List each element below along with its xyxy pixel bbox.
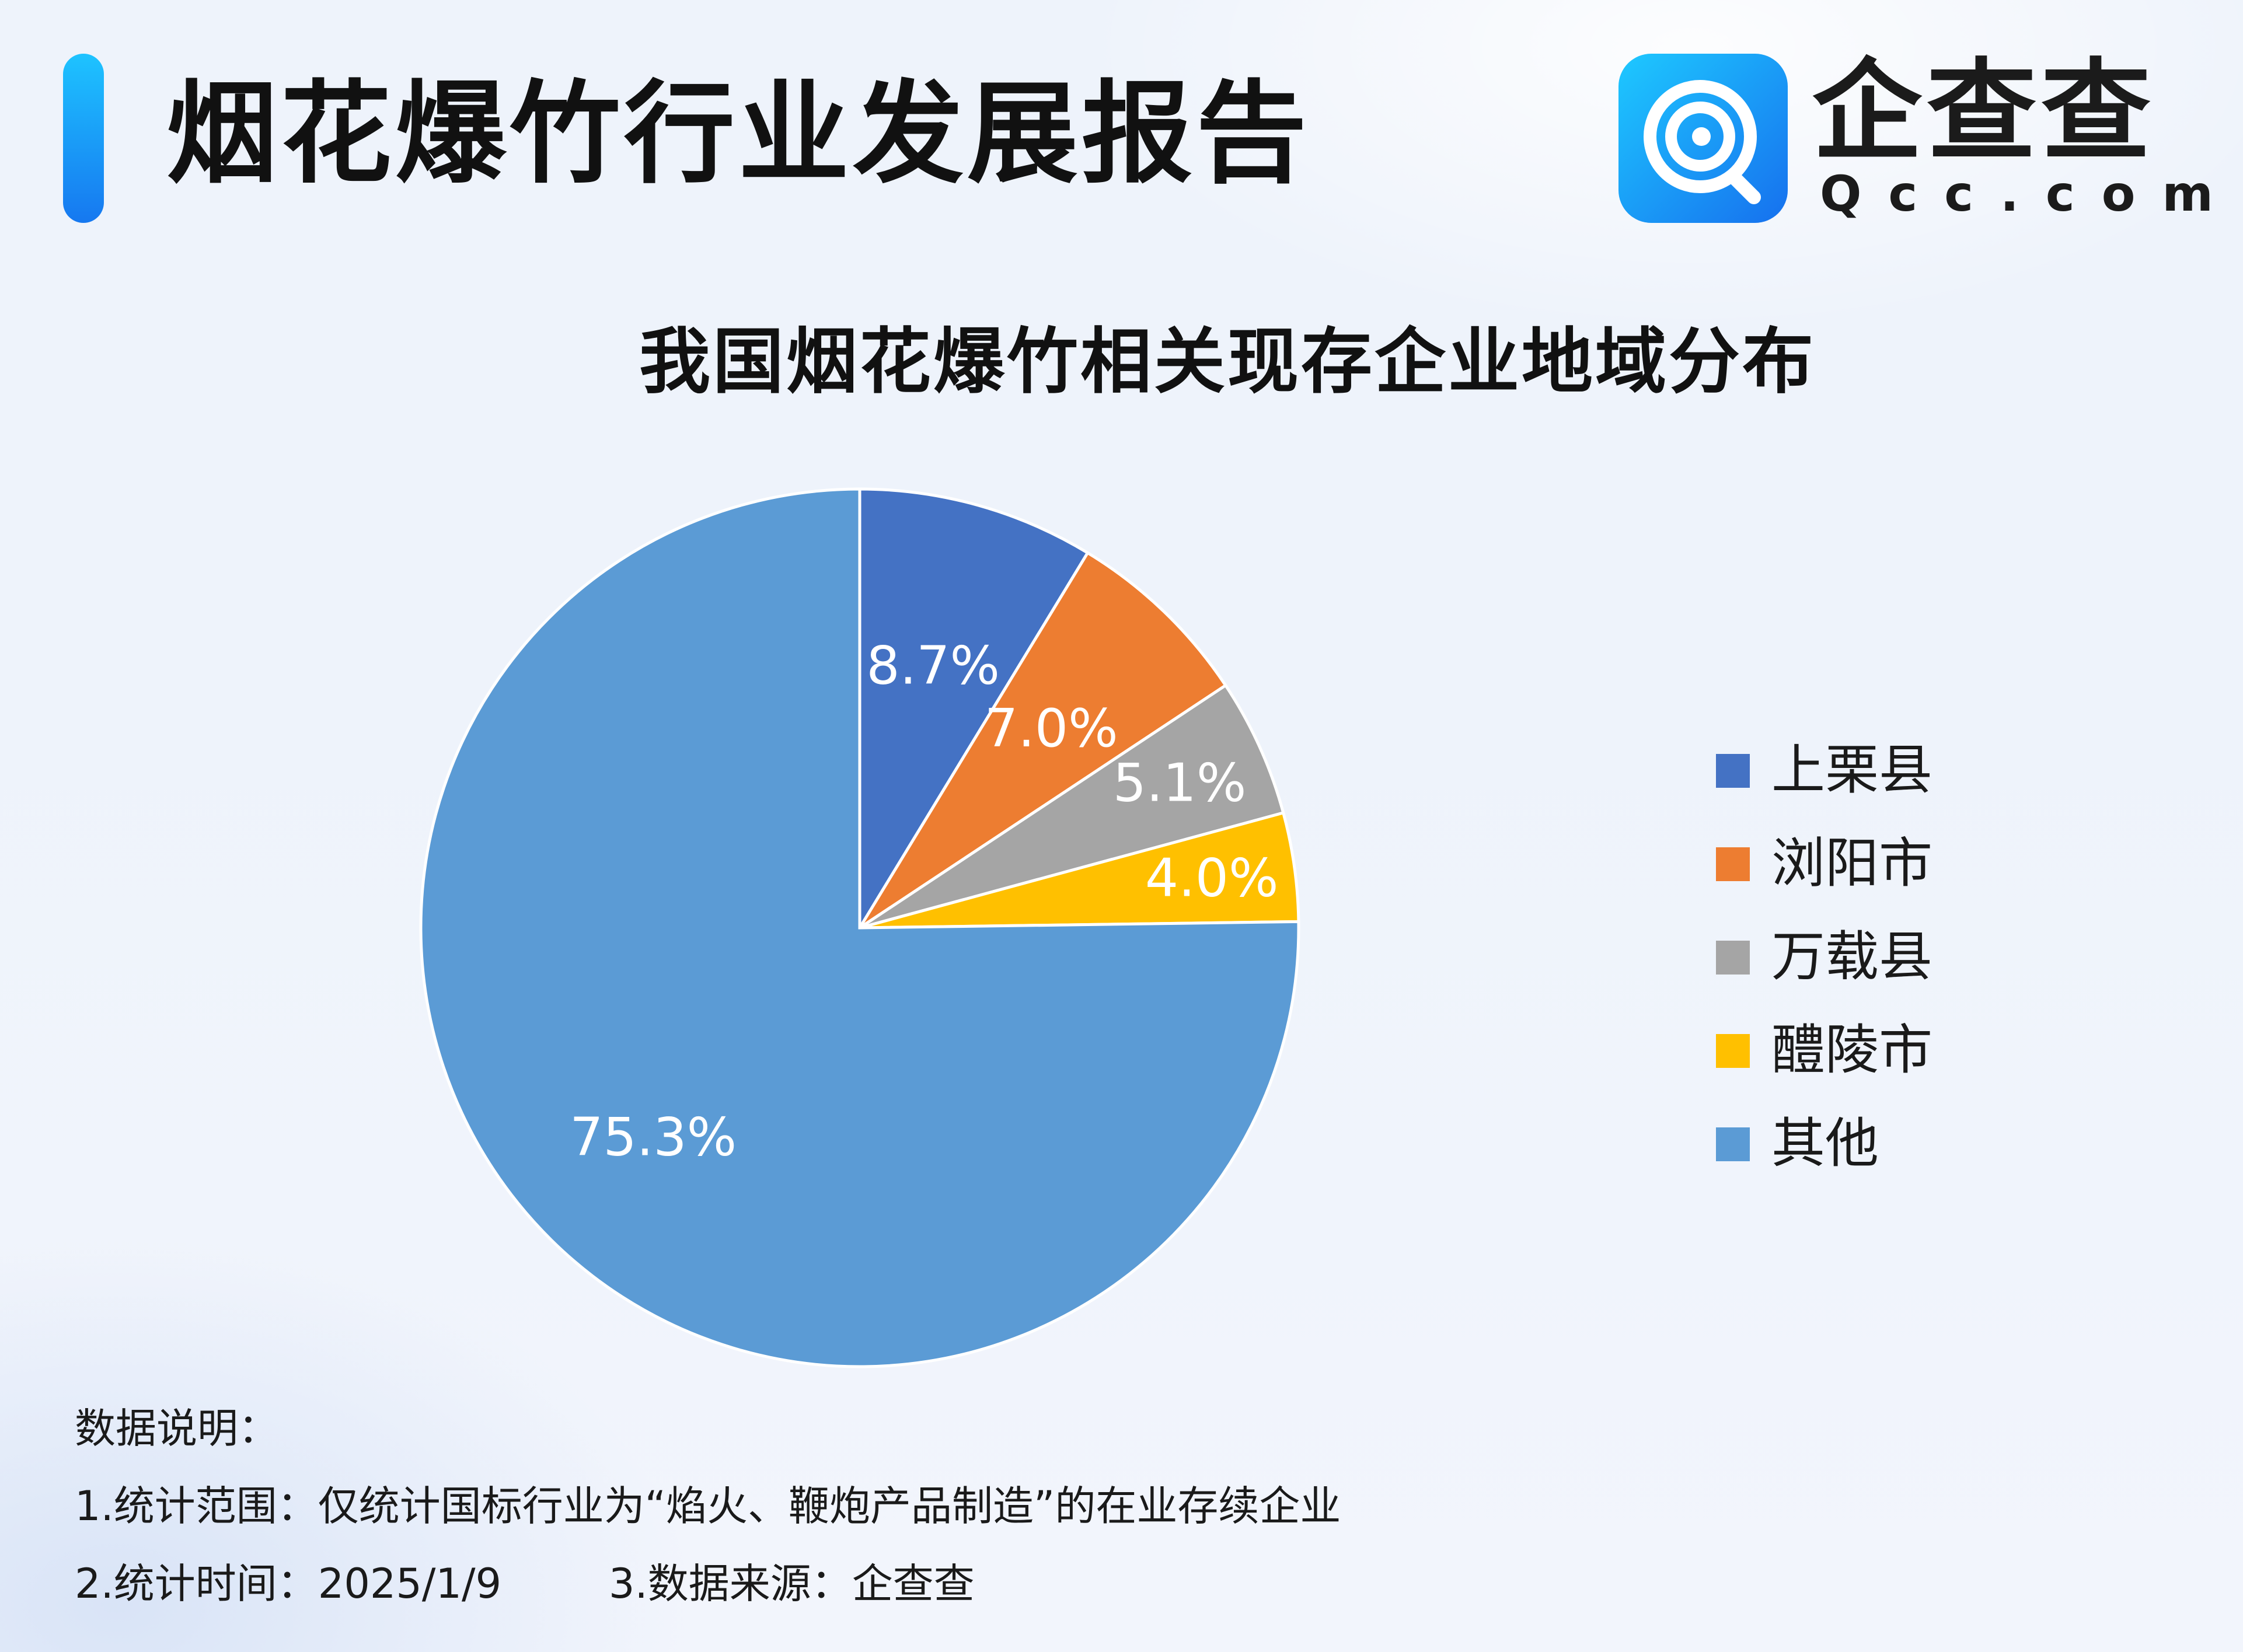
chart-title: 我国烟花爆竹相关现存企业地域分布: [639, 320, 1816, 403]
legend-label-4: 其他: [1771, 1112, 1879, 1175]
pie-slice-4: [419, 487, 1300, 1368]
notes-source: 3.数据来源：企查查: [609, 1560, 975, 1608]
legend-swatch-4: [1716, 1127, 1750, 1161]
brand-domain: Qcc.com: [1820, 165, 2240, 222]
legend-label-0: 上栗县: [1771, 739, 1933, 801]
legend-label-3: 醴陵市: [1771, 1019, 1933, 1081]
legend-swatch-0: [1716, 754, 1750, 788]
legend-swatch-3: [1716, 1034, 1750, 1068]
legend-label-1: 浏阳市: [1771, 832, 1933, 895]
pie-slice-2: [859, 683, 1285, 930]
qcc-logo-icon: [1618, 54, 1788, 223]
legend-label-2: 万载县: [1771, 925, 1933, 988]
pie-data-label-0: 8.7%: [866, 635, 1000, 697]
pie-slice-1: [858, 550, 1228, 930]
pie-slice-0: [858, 487, 1090, 933]
pie-data-label-3: 4.0%: [1145, 848, 1279, 909]
pie-data-label-2: 5.1%: [1113, 752, 1247, 813]
pie-data-label-1: 7.0%: [985, 698, 1118, 759]
legend-swatch-1: [1716, 847, 1750, 881]
notes-scope: 1.统计范围：仅统计国标行业为“焰火、鞭炮产品制造”的在业存续企业: [75, 1482, 1341, 1530]
notes-time: 2.统计时间：2025/1/9: [75, 1560, 502, 1608]
notes-heading: 数据说明：: [75, 1405, 279, 1452]
report-title: 烟花爆竹行业发展报告: [166, 69, 1311, 198]
brand-name: 企查查: [1812, 48, 2155, 176]
pie-slice-3: [859, 811, 1300, 930]
legend-swatch-2: [1716, 941, 1750, 975]
pie-data-label-4: 75.3%: [570, 1106, 737, 1168]
title-accent-bar: [63, 54, 104, 223]
